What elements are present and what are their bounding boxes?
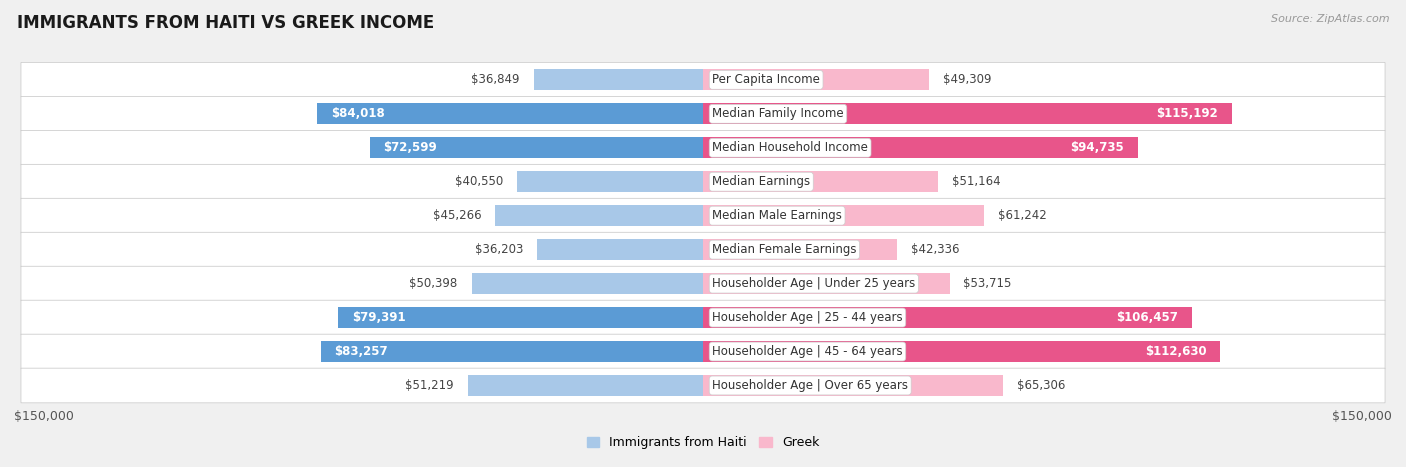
Text: Householder Age | 25 - 44 years: Householder Age | 25 - 44 years [713,311,903,324]
FancyBboxPatch shape [21,300,1385,335]
Text: Median Household Income: Median Household Income [713,141,868,154]
Bar [370,137,703,158]
FancyBboxPatch shape [21,368,1385,403]
Text: $42,336: $42,336 [911,243,960,256]
Text: $115,192: $115,192 [1157,107,1218,120]
Text: $106,457: $106,457 [1116,311,1178,324]
Bar [495,205,703,226]
Text: $53,715: $53,715 [963,277,1012,290]
Text: $150,000: $150,000 [1331,410,1392,423]
Bar [703,307,1192,328]
Bar [703,205,984,226]
Text: Per Capita Income: Per Capita Income [713,73,820,86]
Text: Median Family Income: Median Family Income [713,107,844,120]
Text: $84,018: $84,018 [330,107,385,120]
Text: $45,266: $45,266 [433,209,481,222]
Text: Source: ZipAtlas.com: Source: ZipAtlas.com [1271,14,1389,24]
Text: $36,203: $36,203 [475,243,523,256]
Text: $51,219: $51,219 [405,379,454,392]
Bar [471,273,703,294]
Bar [517,171,703,192]
Text: Householder Age | Over 65 years: Householder Age | Over 65 years [713,379,908,392]
Bar [703,375,1002,396]
Legend: Immigrants from Haiti, Greek: Immigrants from Haiti, Greek [582,432,824,454]
Text: $61,242: $61,242 [998,209,1047,222]
Text: Householder Age | 45 - 64 years: Householder Age | 45 - 64 years [713,345,903,358]
FancyBboxPatch shape [21,266,1385,301]
Bar [339,307,703,328]
Text: Median Earnings: Median Earnings [713,175,810,188]
Text: $50,398: $50,398 [409,277,458,290]
Text: $83,257: $83,257 [335,345,388,358]
Bar [703,103,1232,124]
FancyBboxPatch shape [21,198,1385,233]
Bar [534,69,703,90]
Bar [321,341,703,362]
Text: Median Female Earnings: Median Female Earnings [713,243,856,256]
Text: $65,306: $65,306 [1017,379,1066,392]
FancyBboxPatch shape [21,63,1385,97]
Bar [703,137,1137,158]
Bar [468,375,703,396]
Text: $36,849: $36,849 [471,73,520,86]
Text: $112,630: $112,630 [1144,345,1206,358]
Bar [703,239,897,260]
Text: $49,309: $49,309 [943,73,991,86]
Text: IMMIGRANTS FROM HAITI VS GREEK INCOME: IMMIGRANTS FROM HAITI VS GREEK INCOME [17,14,434,32]
FancyBboxPatch shape [21,334,1385,369]
Text: $150,000: $150,000 [14,410,75,423]
Text: $79,391: $79,391 [352,311,406,324]
Text: $72,599: $72,599 [384,141,437,154]
Bar [703,69,929,90]
Bar [537,239,703,260]
Text: Median Male Earnings: Median Male Earnings [713,209,842,222]
FancyBboxPatch shape [21,130,1385,165]
Text: Householder Age | Under 25 years: Householder Age | Under 25 years [713,277,915,290]
Text: $51,164: $51,164 [952,175,1001,188]
Bar [318,103,703,124]
Bar [703,171,938,192]
FancyBboxPatch shape [21,97,1385,131]
Bar [703,341,1220,362]
FancyBboxPatch shape [21,232,1385,267]
Text: $94,735: $94,735 [1070,141,1125,154]
Bar [703,273,949,294]
Text: $40,550: $40,550 [454,175,503,188]
FancyBboxPatch shape [21,164,1385,199]
